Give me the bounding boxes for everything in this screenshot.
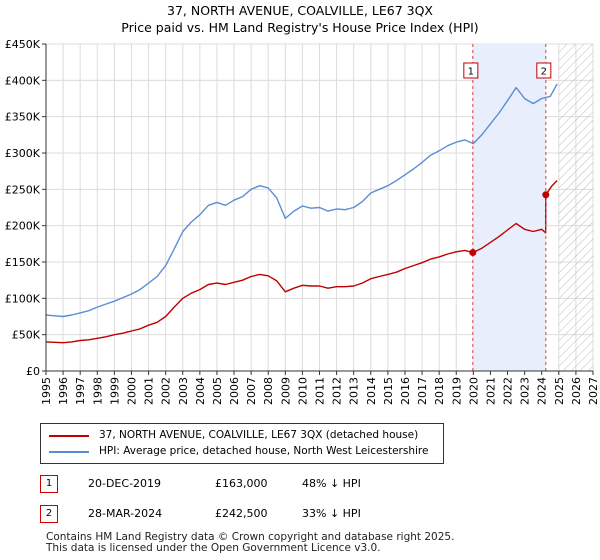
x-tick-label: 2007 bbox=[245, 377, 258, 405]
x-tick-label: 2019 bbox=[450, 377, 463, 405]
sale-point bbox=[469, 249, 477, 257]
x-tick-label: 2017 bbox=[416, 377, 429, 405]
price-chart: 1 2 £0 £50K £100K £150K £200K £250K £300K £350K £… bbox=[5, 38, 600, 405]
sale-period-shade bbox=[472, 44, 546, 371]
y-tick-label: £200K bbox=[5, 220, 41, 233]
legend-swatch-hpi bbox=[49, 451, 89, 453]
y-tick-label: £50K bbox=[12, 329, 41, 342]
y-tick-label: £150K bbox=[5, 256, 41, 269]
sale-price: £163,000 bbox=[215, 477, 268, 490]
sale-label-text: 1 bbox=[468, 67, 474, 78]
x-tick-label: 2002 bbox=[160, 377, 173, 405]
x-tick-label: 1995 bbox=[40, 377, 53, 405]
chart-subtitle: Price paid vs. HM Land Registry's House … bbox=[121, 20, 479, 35]
x-tick-label: 2026 bbox=[570, 377, 583, 405]
sale-label-text: 2 bbox=[541, 67, 547, 78]
x-tick-label: 2024 bbox=[536, 377, 549, 405]
forecast-hatch bbox=[558, 44, 593, 371]
x-tick-label: 2020 bbox=[467, 377, 480, 405]
sale-label-box bbox=[463, 62, 479, 79]
chart-legend: 37, NORTH AVENUE, COALVILLE, LE67 3QX (d… bbox=[40, 423, 444, 464]
y-tick-label: £300K bbox=[5, 147, 41, 160]
sale-date: 28-MAR-2024 bbox=[88, 507, 163, 520]
x-tick-label: 2009 bbox=[279, 377, 292, 405]
legend-label-hpi: HPI: Average price, detached house, Nort… bbox=[99, 445, 429, 457]
legend-label-property: 37, NORTH AVENUE, COALVILLE, LE67 3QX (d… bbox=[99, 429, 419, 441]
y-tick-label: £400K bbox=[5, 74, 41, 87]
y-tick-label: £100K bbox=[5, 292, 41, 305]
x-tick-label: 2003 bbox=[177, 377, 190, 405]
x-tick-label: 1997 bbox=[74, 377, 87, 405]
x-tick-label: 2008 bbox=[262, 377, 275, 405]
x-tick-label: 2010 bbox=[296, 377, 309, 405]
x-tick-label: 2027 bbox=[587, 377, 600, 405]
x-tick-label: 2004 bbox=[194, 377, 207, 405]
x-tick-label: 2006 bbox=[228, 377, 241, 405]
hpi-series-line bbox=[45, 83, 558, 318]
y-tick-label: £250K bbox=[5, 183, 41, 196]
x-tick-label: 2015 bbox=[382, 377, 395, 405]
x-tick-label: 2011 bbox=[314, 377, 327, 405]
sale-point bbox=[542, 191, 550, 199]
sale-price: £242,500 bbox=[215, 507, 268, 520]
x-tick-label: 2022 bbox=[502, 377, 515, 405]
x-tick-label: 2014 bbox=[365, 377, 378, 405]
y-tick-label: £0 bbox=[26, 365, 40, 378]
sale-number-badge: 2 bbox=[40, 505, 58, 523]
sale-hpi-diff: 33% ↓ HPI bbox=[302, 507, 361, 520]
property-series-line bbox=[45, 180, 558, 344]
sale-label-box bbox=[536, 62, 552, 79]
x-tick-label: 2025 bbox=[553, 377, 566, 405]
x-tick-label: 2005 bbox=[211, 377, 224, 405]
x-tick-label: 2000 bbox=[125, 377, 138, 405]
sale-date: 20-DEC-2019 bbox=[88, 477, 162, 490]
x-tick-label: 1998 bbox=[91, 377, 104, 405]
y-tick-label: £350K bbox=[5, 111, 41, 124]
footer-copyright: Contains HM Land Registry data © Crown c… bbox=[46, 531, 455, 543]
x-tick-label: 2013 bbox=[348, 377, 361, 405]
chart-title: 37, NORTH AVENUE, COALVILLE, LE67 3QX bbox=[167, 3, 433, 18]
x-tick-label: 2023 bbox=[519, 377, 532, 405]
x-tick-label: 1999 bbox=[108, 377, 121, 405]
x-tick-label: 2012 bbox=[331, 377, 344, 405]
footer-licence: This data is licensed under the Open Gov… bbox=[46, 542, 381, 554]
y-tick-label: £450K bbox=[5, 38, 41, 51]
x-tick-label: 1996 bbox=[57, 377, 70, 405]
sale-number-badge: 1 bbox=[40, 475, 58, 493]
x-tick-label: 2016 bbox=[399, 377, 412, 405]
x-tick-label: 2018 bbox=[433, 377, 446, 405]
x-tick-label: 2021 bbox=[484, 377, 497, 405]
legend-swatch-property bbox=[49, 435, 89, 437]
x-tick-label: 2001 bbox=[143, 377, 156, 405]
sale-hpi-diff: 48% ↓ HPI bbox=[302, 477, 361, 490]
